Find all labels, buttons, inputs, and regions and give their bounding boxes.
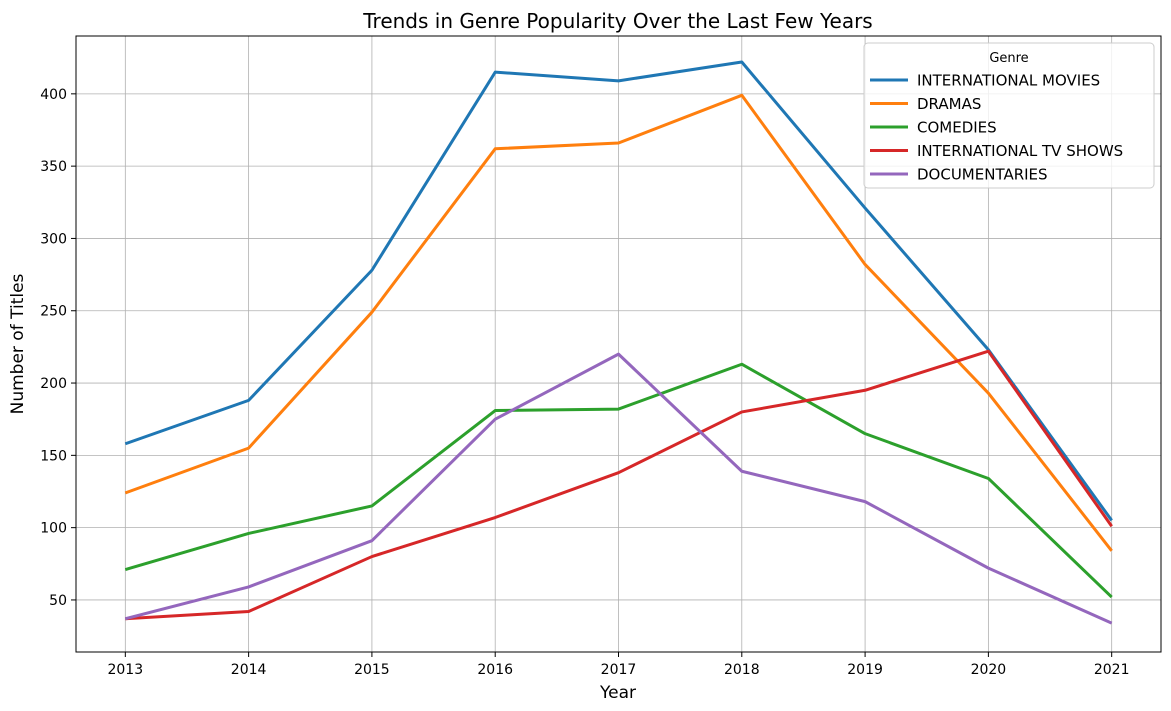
- series-lines: [124, 60, 1113, 625]
- axis-ticks: 2013 2014 2015 2016 2017 2018 2019 2020 2021 50 10…: [40, 87, 1129, 678]
- series-line-international-movies: [124, 60, 1113, 522]
- y-tick-label: 50: [49, 593, 67, 609]
- x-tick-label: 2021: [1094, 662, 1130, 678]
- legend: Genre INTERNATIONAL MOVIES DRAMAS COMEDIES…: [863, 42, 1155, 189]
- y-tick-label: 200: [40, 376, 67, 392]
- x-tick-label: 2014: [231, 662, 267, 678]
- y-tick-label: 400: [40, 87, 67, 103]
- series-line-international-tv-shows: [125, 349, 1113, 621]
- legend-entries: INTERNATIONAL MOVIES DRAMAS COMEDIES INTERN…: [870, 72, 1123, 184]
- x-tick-label: 2020: [971, 662, 1007, 678]
- legend-box: [863, 42, 1155, 189]
- x-axis-label: Year: [599, 683, 636, 703]
- legend-label-comedies: COMEDIES: [917, 119, 997, 137]
- x-tick-label: 2016: [477, 662, 513, 678]
- y-tick-label: 100: [40, 521, 67, 537]
- legend-label-documentaries: DOCUMENTARIES: [917, 166, 1048, 184]
- series-line-documentaries: [124, 352, 1113, 625]
- legend-title: Genre: [989, 51, 1028, 66]
- y-tick-label: 250: [40, 304, 67, 320]
- series-line-dramas: [124, 93, 1113, 552]
- series-line-comedies: [124, 362, 1113, 599]
- legend-label-international-movies: INTERNATIONAL MOVIES: [917, 72, 1100, 90]
- chart-title: Trends in Genre Popularity Over the Last…: [362, 9, 872, 33]
- x-tick-label: 2013: [107, 662, 143, 678]
- x-tick-label: 2015: [354, 662, 390, 678]
- y-tick-label: 350: [40, 159, 67, 175]
- x-tick-label: 2018: [724, 662, 760, 678]
- y-tick-label: 300: [40, 231, 67, 247]
- y-tick-label: 150: [40, 448, 67, 464]
- legend-label-dramas: DRAMAS: [917, 95, 981, 113]
- y-axis-label: Number of Titles: [8, 273, 28, 414]
- legend-label-international-tv-shows: INTERNATIONAL TV SHOWS: [917, 142, 1123, 160]
- x-tick-label: 2017: [601, 662, 637, 678]
- x-tick-label: 2019: [847, 662, 883, 678]
